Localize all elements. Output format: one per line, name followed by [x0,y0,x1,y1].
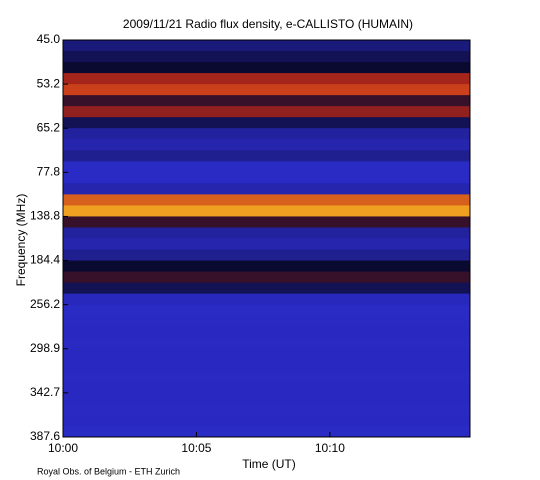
y-tick-label: 184.4 [30,253,60,267]
y-tick-label: 45.0 [37,32,61,46]
x-axis-label: Time (UT) [242,457,296,471]
spectrum-row [63,326,470,339]
chart-title: 2009/11/21 Radio flux density, e-CALLIST… [123,17,413,31]
spectrum-row [63,282,470,295]
spectrum-row [63,84,470,96]
spectrum-row [63,304,470,317]
spectrum-row [63,216,470,228]
spectrum-row [63,172,470,184]
spectrum-row [63,51,470,63]
spectrum-row [63,348,470,361]
spectrum-row [63,161,470,173]
spectrum-row [63,381,470,394]
spectrum-row [63,403,470,416]
spectrum-row [63,293,470,306]
y-tick-label: 387.6 [30,429,60,443]
x-tick-label: 10:05 [181,441,211,455]
y-tick-label: 298.9 [30,341,60,355]
spectrum-row [63,40,470,52]
spectrum-row [63,117,470,129]
x-tick-label: 10:00 [48,441,78,455]
spectrum-row [63,150,470,162]
spectrum-row [63,425,470,438]
spectrum-row [63,95,470,107]
spectrum-row [63,337,470,350]
spectrum-row [63,73,470,85]
x-tick-label: 10:10 [315,441,345,455]
footer: Royal Obs. of Belgium - ETH Zurich [37,466,180,476]
y-tick-label: 342.7 [30,385,60,399]
y-tick-label: 256.2 [30,297,60,311]
spectrum-row [63,315,470,328]
spectrum-row [63,183,470,195]
spectrum-row [63,205,470,217]
spectrum-row [63,260,470,273]
spectrum-row [63,271,470,284]
y-axis-label: Frequency (MHz) [14,194,28,287]
y-tick-label: 138.8 [30,209,60,223]
spectrum-row [63,392,470,405]
y-tick-label: 77.8 [37,165,61,179]
spectrum-row [63,249,470,262]
spectrum-row [63,359,470,372]
spectrum-row [63,370,470,383]
y-tick-label: 65.2 [37,120,61,134]
plot-frame [62,39,471,438]
spectrum-row [63,106,470,118]
spectrum-row [63,227,470,239]
spectrum-row [63,139,470,151]
spectrum-row [63,238,470,251]
spectrum-row [63,62,470,74]
y-tick-label: 53.2 [37,76,61,90]
spectrum-row [63,194,470,206]
spectrum-row [63,414,470,427]
spectrum-row [63,128,470,140]
